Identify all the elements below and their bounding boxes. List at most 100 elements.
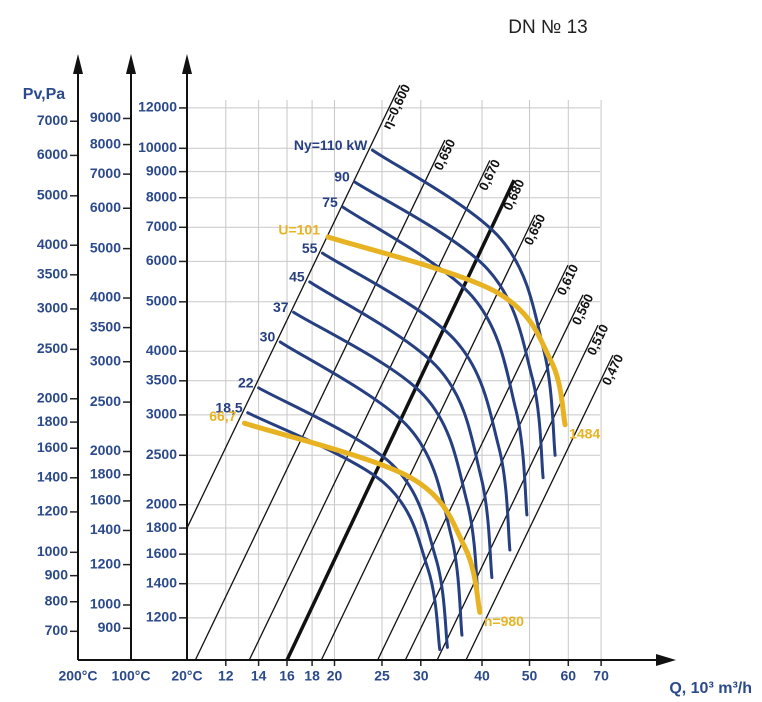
efficiency-line — [320, 214, 536, 661]
y-axis-temperature: 20°C — [171, 668, 202, 684]
power-curve — [278, 340, 464, 637]
y-tick-label: 7000 — [146, 218, 177, 234]
x-tick-label: 14 — [251, 668, 267, 684]
y-tick-label: 2000 — [37, 389, 68, 405]
y-tick-label: 2500 — [37, 340, 68, 356]
y-axis-arrow — [126, 54, 136, 74]
power-curve — [353, 180, 545, 480]
y-tick-label: 1400 — [146, 574, 177, 590]
y-tick-label: 2000 — [146, 495, 177, 511]
y-tick-label: 3000 — [146, 406, 177, 422]
y-tick-label: 6000 — [37, 146, 68, 162]
y-axis-temperature: 100°C — [111, 668, 150, 684]
y-tick-label: 7000 — [90, 165, 121, 181]
x-tick-label: 70 — [593, 668, 609, 684]
speed-end-label: n=980 — [484, 613, 524, 629]
y-tick-label: 5000 — [90, 239, 121, 255]
x-tick-label: 30 — [413, 668, 429, 684]
y-tick-label: 6000 — [146, 252, 177, 268]
y-tick-label: 4000 — [146, 342, 177, 358]
y-tick-label: 3500 — [37, 266, 68, 282]
efficiency-line — [377, 264, 569, 661]
efficiency-label: 0,610 — [554, 262, 582, 298]
x-tick-label: 12 — [218, 668, 234, 684]
y-tick-label: 1200 — [146, 609, 177, 625]
x-tick-label: 50 — [522, 668, 538, 684]
efficiency-label: 0,670 — [476, 157, 504, 193]
y-tick-label: 10000 — [138, 139, 177, 155]
y-axis-label: Pv,Pa — [23, 86, 66, 103]
power-label: 18,5 — [215, 399, 242, 415]
power-curve — [292, 310, 480, 602]
x-tick-label: 16 — [279, 668, 295, 684]
power-curve — [320, 251, 512, 552]
y-tick-label: 900 — [45, 566, 69, 582]
efficiency-label: 0,650 — [521, 212, 549, 248]
y-tick-label: 1200 — [37, 503, 68, 519]
y-tick-label: 5000 — [146, 293, 177, 309]
x-axis-label: Q, 10³ m³/h — [669, 680, 752, 697]
x-tick-label: 60 — [561, 668, 577, 684]
y-tick-label: 4000 — [37, 236, 68, 252]
efficiency-label: 0,680 — [500, 177, 527, 213]
speed-curve — [325, 234, 568, 428]
y-tick-label: 3500 — [90, 318, 121, 334]
y-tick-label: 7000 — [37, 112, 68, 128]
efficiency-line — [186, 84, 401, 529]
y-tick-label: 9000 — [90, 109, 121, 125]
y-tick-label: 3500 — [146, 371, 177, 387]
chart-title: DN № 13 — [508, 17, 588, 38]
power-curve — [341, 205, 529, 517]
y-tick-label: 4000 — [90, 289, 121, 305]
y-tick-label: 1600 — [37, 439, 68, 455]
speed-label: U=101 — [278, 222, 320, 238]
y-tick-label: 6000 — [90, 199, 121, 215]
y-tick-label: 2500 — [146, 446, 177, 462]
y-tick-label: 2500 — [90, 393, 121, 409]
y-tick-label: 1600 — [90, 492, 121, 508]
efficiency-line — [436, 324, 599, 661]
y-tick-label: 9000 — [146, 162, 177, 178]
efficiency-label: 0,650 — [431, 137, 459, 173]
speed-label: 66,7 — [209, 408, 236, 424]
x-tick-label: 20 — [327, 668, 343, 684]
efficiency-label: 0,560 — [569, 291, 597, 327]
power-label: 30 — [260, 329, 276, 345]
y-tick-label: 2000 — [90, 442, 121, 458]
x-tick-label: 40 — [474, 668, 490, 684]
y-tick-label: 1000 — [90, 596, 121, 612]
power-label: 22 — [238, 375, 254, 391]
power-label: 75 — [322, 194, 338, 210]
y-tick-label: 1600 — [146, 545, 177, 561]
speed-curve — [241, 420, 483, 615]
x-tick-label: 25 — [374, 668, 390, 684]
efficiency-label: 0,510 — [584, 322, 612, 358]
efficiency-line — [194, 139, 446, 661]
x-tick-label: 18 — [304, 668, 320, 684]
power-label: 55 — [302, 240, 318, 256]
y-tick-label: 1800 — [146, 519, 177, 535]
efficiency-line — [465, 354, 614, 661]
y-tick-label: 3000 — [90, 352, 121, 368]
y-tick-label: 3000 — [37, 300, 68, 316]
power-curve — [308, 280, 494, 579]
y-tick-label: 12000 — [138, 99, 177, 115]
power-label: 37 — [273, 299, 289, 315]
y-tick-label: 1400 — [37, 468, 68, 484]
y-tick-label: 5000 — [37, 186, 68, 202]
y-tick-label: 1800 — [90, 466, 121, 482]
efficiency-label: 0,470 — [599, 352, 627, 388]
y-tick-label: 8000 — [90, 135, 121, 151]
power-curve — [257, 386, 449, 649]
y-tick-label: 8000 — [146, 188, 177, 204]
plot: 12 14 16 18 20 25 30 40 50 60 70 700 800 900 1000 1200 1… — [37, 54, 676, 684]
y-tick-label: 1200 — [90, 555, 121, 571]
power-label: 45 — [289, 269, 305, 285]
y-axis-arrow — [73, 54, 83, 74]
efficiency-line — [248, 160, 491, 661]
y-tick-label: 700 — [45, 622, 69, 638]
speed-end-label: 1484 — [569, 425, 600, 441]
power-label: 90 — [334, 169, 350, 185]
y-tick-label: 1000 — [37, 543, 68, 559]
